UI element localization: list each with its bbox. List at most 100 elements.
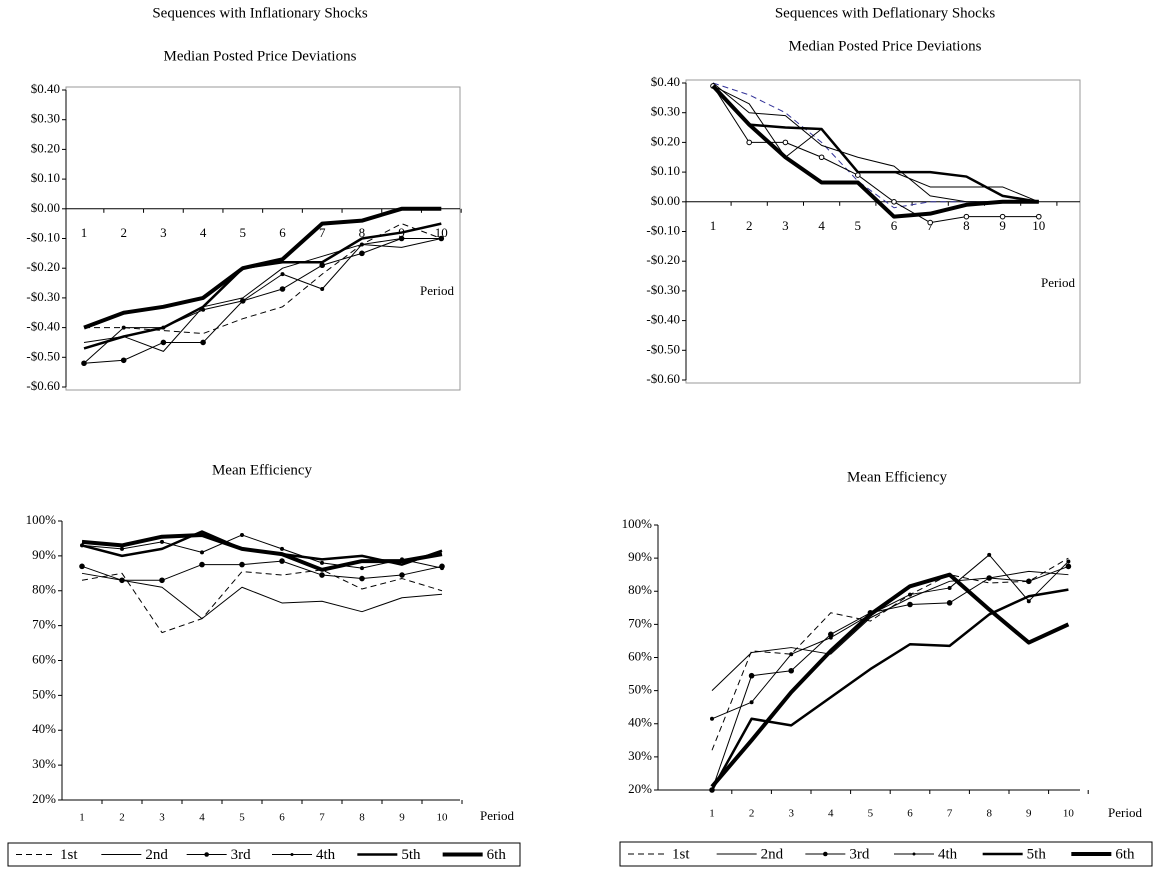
series-marker bbox=[987, 552, 992, 557]
series-marker bbox=[240, 298, 245, 303]
y-tick-label: 20% bbox=[32, 791, 56, 806]
series-marker bbox=[828, 635, 833, 640]
legend-label: 3rd bbox=[231, 847, 251, 863]
x-tick-label: 8 bbox=[359, 225, 366, 240]
series-line bbox=[711, 565, 1069, 791]
series-marker bbox=[439, 236, 444, 241]
series-marker bbox=[399, 236, 404, 241]
y-tick-label: $0.20 bbox=[31, 140, 60, 155]
y-tick-label: $0.00 bbox=[651, 193, 680, 208]
y-tick-label: $0.30 bbox=[31, 111, 60, 126]
x-tick-label: 4 bbox=[818, 218, 825, 233]
series-marker bbox=[999, 213, 1006, 220]
series-marker bbox=[749, 700, 754, 705]
x-tick-label: 1 bbox=[79, 812, 85, 824]
series-marker bbox=[855, 172, 861, 178]
y-tick-label: $0.10 bbox=[31, 170, 60, 185]
x-tick-label: 1 bbox=[81, 225, 88, 240]
series-line bbox=[83, 206, 442, 330]
series-marker bbox=[201, 307, 206, 312]
series-marker bbox=[320, 286, 325, 291]
y-tick-label: -$0.50 bbox=[646, 341, 680, 356]
series-line bbox=[81, 534, 443, 569]
series-line bbox=[711, 554, 1069, 720]
y-tick-label: 40% bbox=[32, 721, 56, 736]
x-tick-label: 10 bbox=[437, 812, 449, 824]
series-line bbox=[84, 223, 442, 335]
chart-title: Sequences with Deflationary Shocks bbox=[775, 5, 996, 21]
series-marker bbox=[440, 566, 444, 571]
series-marker bbox=[946, 600, 953, 606]
series-marker bbox=[120, 546, 124, 551]
series-marker bbox=[1066, 559, 1071, 564]
series-marker bbox=[159, 577, 165, 584]
x-tick-label: 2 bbox=[120, 225, 127, 240]
series-marker bbox=[963, 213, 970, 220]
x-tick-label: 3 bbox=[159, 812, 165, 824]
y-tick-label: 90% bbox=[628, 549, 652, 564]
x-tick-label: 8 bbox=[963, 218, 970, 233]
legend-marker bbox=[823, 851, 828, 857]
legend-label: 3rd bbox=[849, 846, 869, 862]
legend-box bbox=[7, 842, 521, 867]
series-marker bbox=[279, 286, 286, 292]
chart-subtitle: Median Posted Price Deviations bbox=[789, 38, 982, 54]
series-line bbox=[710, 588, 1069, 791]
series-marker bbox=[360, 566, 364, 571]
series-marker bbox=[320, 560, 324, 565]
x-tick-label: 10 bbox=[435, 225, 448, 240]
series-marker bbox=[1026, 599, 1031, 604]
x-tick-label: 7 bbox=[947, 808, 953, 820]
series-marker bbox=[359, 250, 365, 257]
x-tick-label: 1 bbox=[710, 218, 717, 233]
series-line bbox=[81, 572, 443, 620]
x-axis-label: Period bbox=[420, 283, 454, 298]
chart-title: Sequences with Inflationary Shocks bbox=[152, 5, 368, 21]
series-marker bbox=[908, 592, 912, 597]
legend-label: 5th bbox=[1027, 846, 1047, 862]
series-marker bbox=[279, 558, 285, 564]
y-tick-label: $0.40 bbox=[651, 74, 680, 89]
x-tick-label: 8 bbox=[986, 808, 992, 820]
y-tick-label: 60% bbox=[32, 651, 56, 666]
x-tick-label: 5 bbox=[239, 812, 245, 824]
y-tick-label: 70% bbox=[32, 617, 56, 632]
y-tick-label: 90% bbox=[32, 547, 56, 562]
x-tick-label: 9 bbox=[399, 812, 405, 824]
y-tick-label: 50% bbox=[32, 686, 56, 701]
legend-label: 1st bbox=[60, 847, 78, 863]
y-tick-label: -$0.20 bbox=[26, 259, 60, 274]
y-tick-label: -$0.50 bbox=[26, 348, 60, 363]
y-tick-label: -$0.60 bbox=[646, 371, 680, 386]
legend-label: 1st bbox=[672, 846, 690, 862]
legend-label: 6th bbox=[487, 847, 507, 863]
series-line bbox=[712, 85, 1040, 204]
x-tick-label: 5 bbox=[240, 225, 247, 240]
series-marker bbox=[788, 667, 795, 674]
y-tick-label: 70% bbox=[628, 615, 652, 630]
x-tick-label: 6 bbox=[279, 812, 285, 824]
series-marker bbox=[359, 575, 365, 582]
y-tick-label: 80% bbox=[628, 582, 652, 597]
series-marker bbox=[121, 325, 126, 330]
series-line bbox=[81, 560, 443, 581]
y-tick-label: 40% bbox=[628, 715, 652, 730]
series-marker bbox=[200, 550, 204, 555]
series-marker bbox=[160, 539, 164, 544]
series-marker bbox=[710, 716, 714, 721]
y-tick-label: -$0.10 bbox=[26, 229, 60, 244]
x-tick-label: 6 bbox=[279, 225, 286, 240]
legend-label: 4th bbox=[938, 846, 958, 862]
y-tick-label: 50% bbox=[628, 682, 652, 697]
series-marker bbox=[746, 139, 753, 146]
legend-label: 5th bbox=[401, 847, 421, 863]
y-tick-label: $0.40 bbox=[31, 81, 60, 96]
legend-label: 2nd bbox=[761, 846, 784, 862]
series-line bbox=[711, 570, 1069, 691]
series-line bbox=[83, 238, 442, 364]
legend-marker bbox=[290, 853, 294, 856]
series-line bbox=[83, 222, 442, 350]
x-tick-label: 2 bbox=[119, 812, 125, 824]
series-line bbox=[712, 85, 1039, 203]
series-marker bbox=[399, 572, 405, 578]
